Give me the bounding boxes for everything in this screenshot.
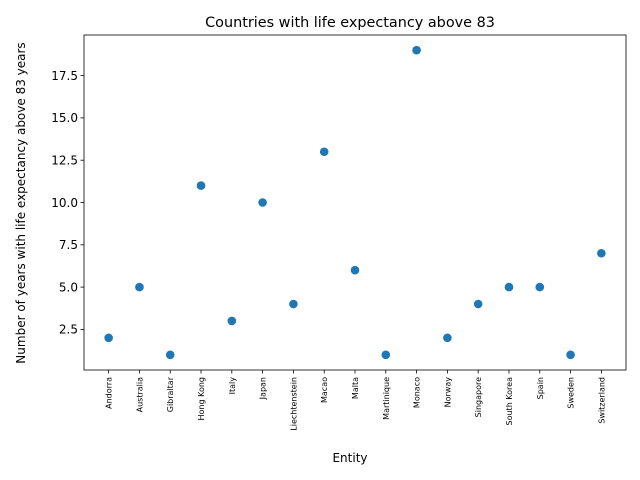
data-point (196, 181, 206, 190)
x-tick-label: Martinique (382, 377, 391, 420)
chart-title: Countries with life expectancy above 83 (205, 15, 495, 31)
x-tick-label: Australia (135, 377, 144, 412)
data-point (443, 333, 452, 343)
x-tick-label: Spain (536, 377, 545, 399)
y-tick-label: 2.5 (59, 323, 78, 337)
x-tick-label: Monaco (413, 377, 422, 408)
x-tick-label: Singapore (474, 377, 483, 417)
x-tick-label: South Korea (505, 377, 514, 426)
x-tick-label: Hong Kong (197, 377, 206, 421)
data-point (165, 350, 175, 360)
y-axis-label: Number of years with life expectancy abo… (14, 42, 28, 363)
y-tick-label: 10.0 (51, 196, 78, 210)
data-point (319, 147, 329, 157)
data-point (566, 350, 575, 360)
x-tick-label: Malta (351, 377, 360, 399)
data-point (412, 45, 421, 55)
data-point (289, 299, 298, 309)
data-point (350, 265, 360, 275)
y-tick-label: 15.0 (51, 111, 78, 125)
x-tick-label: Liechtenstein (289, 377, 298, 431)
x-tick-label: Sweden (567, 377, 576, 409)
y-tick-label: 17.5 (51, 69, 78, 83)
y-tick-label: 5.0 (59, 280, 78, 294)
data-point (535, 282, 545, 292)
x-tick-label: Gibraltar (166, 376, 175, 412)
data-point (473, 299, 483, 309)
data-point (597, 248, 606, 258)
x-tick-label: Japan (259, 377, 268, 400)
x-tick-label: Macao (320, 377, 329, 403)
x-axis-label: Entity (332, 451, 367, 465)
x-tick-label: Norway (443, 377, 452, 408)
data-point (381, 350, 391, 360)
x-tick-label: Andorra (105, 377, 114, 409)
x-tick-label: Switzerland (597, 377, 606, 424)
data-point (104, 333, 113, 343)
data-point (258, 198, 267, 207)
y-tick-label: 12.5 (51, 154, 78, 168)
y-tick-label: 7.5 (59, 238, 78, 252)
data-point (504, 282, 514, 292)
plot-area: 2.5 5.0 7.5 10.0 12.5 15.0 17.5 Andorra Australi… (51, 34, 627, 431)
data-point (227, 316, 237, 326)
x-tick-label: Italy (228, 377, 237, 395)
data-point (135, 282, 144, 292)
